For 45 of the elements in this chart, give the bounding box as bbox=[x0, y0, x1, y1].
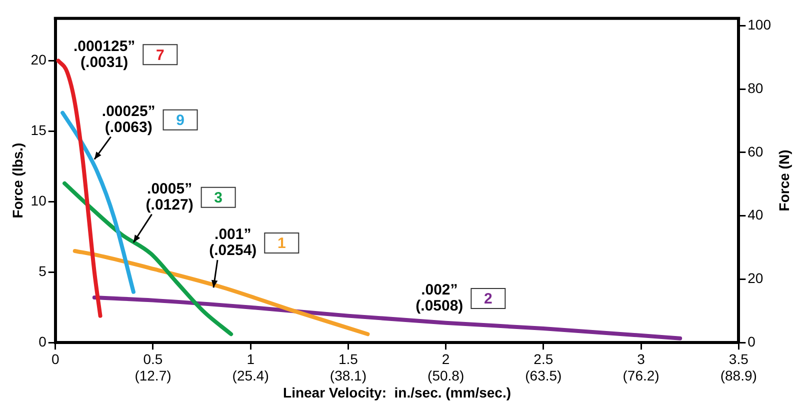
y2-tick-label: 20 bbox=[748, 270, 764, 286]
y-tick-label: 0 bbox=[38, 333, 47, 350]
x-tick-label: 1 bbox=[246, 350, 255, 367]
y2-tick-label: 80 bbox=[748, 80, 764, 96]
annotation: .001” bbox=[214, 226, 252, 244]
annotation: .002” bbox=[421, 282, 458, 299]
annotation: (.0031) bbox=[80, 54, 128, 71]
annotation: .000125” bbox=[73, 38, 136, 55]
y-tick-label: 5 bbox=[38, 262, 47, 279]
x-tick-label: 3 bbox=[637, 350, 646, 367]
x2-tick-label: (63.5) bbox=[525, 368, 562, 384]
annotation: (.0254) bbox=[209, 242, 257, 260]
x2-tick-label: (25.4) bbox=[232, 368, 269, 384]
series-label: 2 bbox=[484, 290, 492, 308]
y-axis-title: Force (lbs.) bbox=[9, 142, 26, 218]
x-tick-label: 2.5 bbox=[534, 350, 554, 367]
x2-tick-label: (76.2) bbox=[622, 368, 660, 384]
x-tick-label: 3.5 bbox=[728, 350, 749, 367]
text: 9 bbox=[176, 112, 184, 129]
x-tick-label: 0.5 bbox=[143, 350, 163, 367]
x2-tick-label: (38.1) bbox=[330, 368, 366, 384]
y-tick-label: 15 bbox=[30, 122, 47, 138]
annotation: .0005” bbox=[147, 180, 192, 198]
x-axis-title: Linear Velocity: in./sec. (mm/sec.) bbox=[283, 384, 511, 400]
y2-tick-label: 0 bbox=[748, 333, 756, 350]
x-tick-label: 0 bbox=[51, 350, 60, 367]
annotation: (.0063) bbox=[104, 118, 152, 136]
annotation: (.0508) bbox=[416, 298, 464, 315]
y2-tick-label: 100 bbox=[748, 16, 772, 33]
x2-tick-label: (88.9) bbox=[720, 368, 757, 384]
annotation: .00025” bbox=[102, 102, 156, 120]
text: 3 bbox=[214, 189, 222, 206]
x2-tick-label: (50.8) bbox=[428, 368, 464, 384]
y-tick-label: 20 bbox=[30, 52, 47, 68]
x-tick-label: 2 bbox=[442, 350, 450, 367]
y2-axis-title: Force (N) bbox=[776, 150, 792, 212]
line-series bbox=[92, 295, 682, 340]
text: 1 bbox=[277, 235, 286, 252]
text: 7 bbox=[156, 46, 164, 64]
y2-tick-label: 60 bbox=[748, 143, 764, 160]
x2-tick-label: (12.7) bbox=[134, 368, 172, 384]
x-tick-label: 1.5 bbox=[338, 350, 358, 367]
y2-tick-label: 40 bbox=[748, 206, 764, 223]
y-tick-label: 10 bbox=[30, 192, 47, 209]
annotation: (.0127) bbox=[146, 196, 194, 214]
